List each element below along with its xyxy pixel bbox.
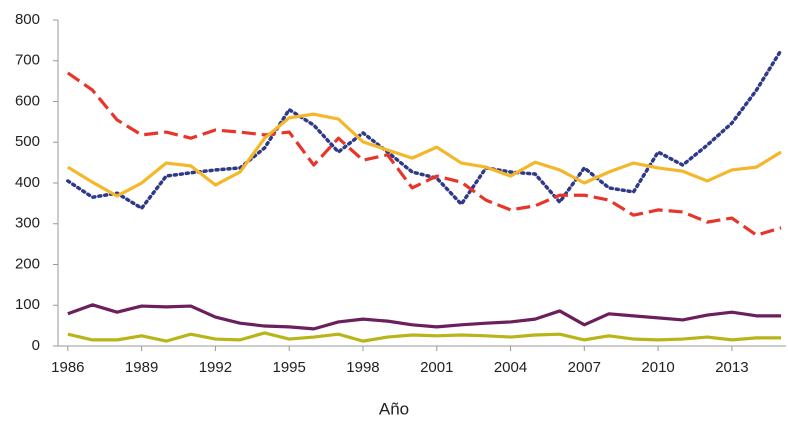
x-tick-label: 2004 xyxy=(494,359,527,376)
x-tick-label: 1995 xyxy=(273,359,306,376)
series-line xyxy=(66,48,783,211)
x-tick-label: 1998 xyxy=(346,359,379,376)
x-axis-title: Año xyxy=(379,399,409,418)
x-tick-label: 1992 xyxy=(199,359,232,376)
series-line xyxy=(67,331,782,343)
x-tick-label: 2010 xyxy=(641,359,674,376)
y-tick-label: 700 xyxy=(15,52,40,69)
series-line xyxy=(66,71,782,237)
x-tick-label: 2001 xyxy=(420,359,453,376)
x-tick-label: 2013 xyxy=(715,359,748,376)
y-tick-label: 400 xyxy=(15,174,40,191)
y-tick-label: 100 xyxy=(15,296,40,313)
series-line xyxy=(67,303,782,331)
y-tick-label: 300 xyxy=(15,215,40,232)
y-tick-label: 500 xyxy=(15,133,40,150)
series-line xyxy=(67,112,782,198)
y-tick-label: 800 xyxy=(15,11,40,28)
y-tick-label: 0 xyxy=(32,337,40,354)
x-tick-label: 2007 xyxy=(568,359,601,376)
x-tick-label: 1989 xyxy=(125,359,158,376)
y-tick-label: 200 xyxy=(15,255,40,272)
x-tick-label: 1986 xyxy=(51,359,84,376)
y-tick-label: 600 xyxy=(15,92,40,109)
